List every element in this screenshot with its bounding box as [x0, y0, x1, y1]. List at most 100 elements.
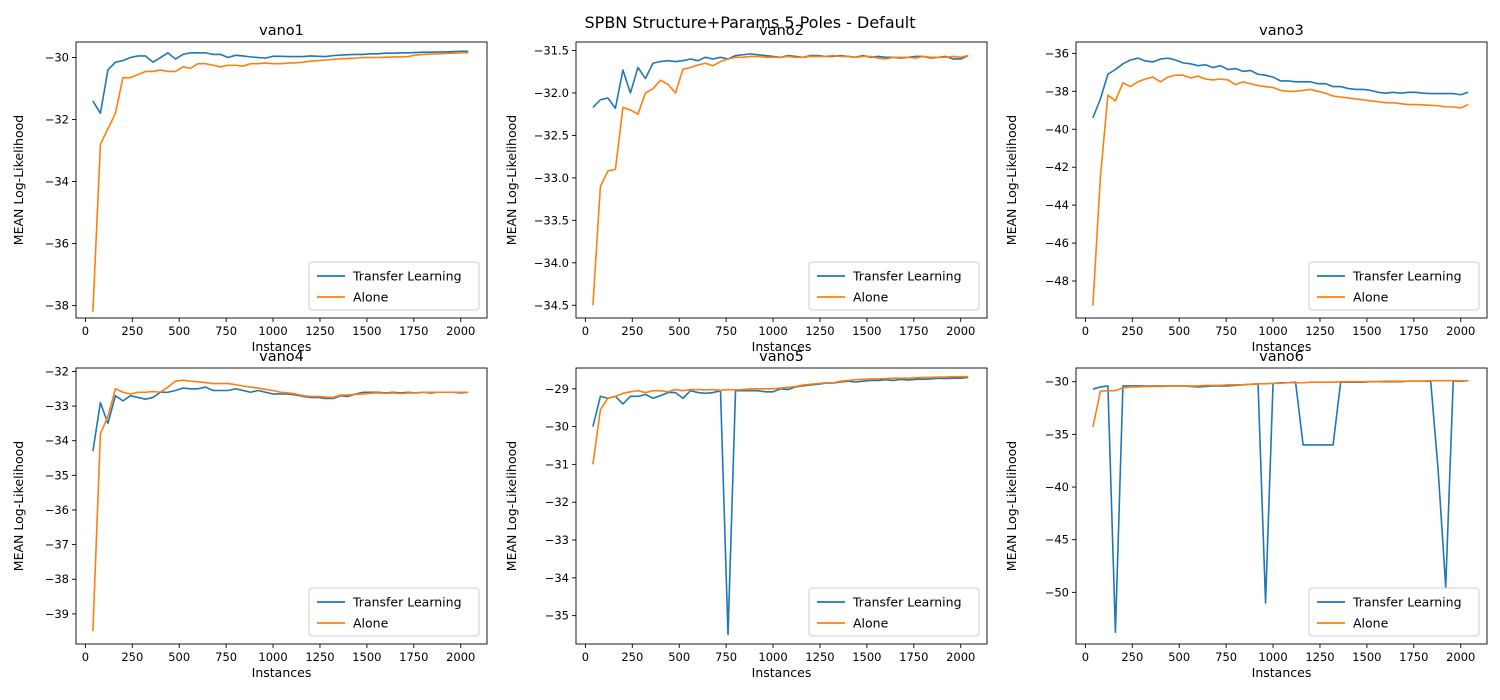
- x-tick-label: 1750: [1399, 324, 1428, 338]
- legend: Transfer Learning Alone: [808, 587, 980, 637]
- x-tick-label: 500: [668, 324, 690, 338]
- series-line-transfer-learning: [92, 50, 469, 115]
- y-tick-label: −30: [545, 420, 569, 434]
- x-tick-label: 1000: [1258, 650, 1287, 664]
- series-line-alone: [1092, 74, 1469, 306]
- y-axis-label: MEAN Log-Likelihood: [11, 115, 26, 245]
- x-tick-label: 1500: [1352, 324, 1381, 338]
- x-tick-label: 1250: [305, 650, 334, 664]
- y-tick-label: −33.5: [534, 213, 569, 227]
- legend-box: [308, 587, 480, 637]
- y-tick-label: −30: [45, 51, 69, 65]
- x-tick-label: 250: [621, 650, 643, 664]
- legend-label: Transfer Learning: [352, 269, 462, 284]
- y-axis-label: MEAN Log-Likelihood: [1004, 115, 1019, 245]
- x-tick-label: 1250: [805, 650, 834, 664]
- x-tick-label: 1750: [899, 324, 928, 338]
- legend-box: [808, 261, 980, 311]
- y-tick-label: −34.0: [534, 256, 569, 270]
- y-axis-label: MEAN Log-Likelihood: [1004, 441, 1019, 571]
- y-tick-label: −32: [45, 113, 69, 127]
- x-tick-label: 0: [1082, 650, 1089, 664]
- legend-label: Alone: [853, 290, 889, 305]
- x-tick-label: 0: [82, 324, 89, 338]
- y-tick-label: −35: [1045, 427, 1069, 441]
- x-tick-label: 500: [668, 650, 690, 664]
- x-tick-label: 1500: [852, 650, 881, 664]
- axes-frame: [575, 41, 988, 319]
- x-tick-label: 2000: [1446, 324, 1475, 338]
- y-tick-label: −42: [1045, 160, 1069, 174]
- y-tick-label: −44: [1045, 198, 1069, 212]
- y-axis-label: MEAN Log-Likelihood: [504, 441, 519, 571]
- y-tick-label: −32: [545, 495, 569, 509]
- legend-label: Transfer Learning: [852, 269, 962, 284]
- legend-box: [1308, 261, 1480, 311]
- legend: Transfer Learning Alone: [808, 261, 980, 311]
- subplot-title: vano3: [1259, 23, 1304, 39]
- x-tick-label: 250: [1121, 650, 1143, 664]
- series-line-transfer-learning: [1092, 57, 1469, 119]
- x-tick-label: 0: [82, 650, 89, 664]
- x-tick-label: 2000: [446, 650, 475, 664]
- axes-frame: [575, 367, 988, 645]
- y-tick-label: −34: [45, 175, 69, 189]
- x-tick-label: 1000: [758, 324, 787, 338]
- x-tick-label: 750: [1215, 650, 1237, 664]
- subplot-vano5: vano5 0 250 500 750 1000 1250 1500 1750 2000 −35 −3…: [504, 349, 988, 680]
- y-tick-label: −32.0: [534, 86, 569, 100]
- x-tick-label: 750: [215, 324, 237, 338]
- series-lines: [1092, 379, 1469, 634]
- x-tick-label: 1000: [758, 650, 787, 664]
- x-tick-label: 750: [715, 324, 737, 338]
- subplot-title: vano1: [259, 23, 304, 39]
- x-tick-label: 250: [621, 324, 643, 338]
- subplot-title: vano4: [259, 349, 304, 365]
- legend-label: Transfer Learning: [352, 595, 462, 610]
- axes-frame: [75, 367, 488, 645]
- x-tick-label: 1250: [805, 324, 834, 338]
- series-lines: [92, 379, 469, 632]
- y-tick-label: −33: [45, 399, 69, 413]
- y-tick-label: −45: [1045, 533, 1069, 547]
- axes-frame: [1075, 41, 1488, 319]
- y-axis-label: MEAN Log-Likelihood: [11, 441, 26, 571]
- x-tick-label: 250: [121, 650, 143, 664]
- y-tick-label: −39: [45, 607, 69, 621]
- y-tick-label: −33.0: [534, 171, 569, 185]
- y-tick-label: −38: [45, 572, 69, 586]
- x-tick-label: 2000: [946, 650, 975, 664]
- series-line-alone: [1092, 379, 1469, 428]
- x-tick-label: 750: [715, 650, 737, 664]
- x-tick-label: 500: [1168, 650, 1190, 664]
- y-tick-label: −31.5: [534, 43, 569, 57]
- x-tick-label: 1000: [258, 324, 287, 338]
- x-tick-label: 500: [168, 324, 190, 338]
- x-tick-label: 1250: [1305, 324, 1334, 338]
- figure-title: SPBN Structure+Params 5 Poles - Default: [585, 13, 916, 32]
- subplots-grid: vano1 0 250 500 750 1000 1250 1500 1750 2000 −38 −3…: [11, 23, 1488, 680]
- series-line-alone: [592, 54, 969, 306]
- x-axis-label: Instances: [252, 665, 312, 680]
- legend-box: [808, 587, 980, 637]
- legend-label: Alone: [1353, 290, 1389, 305]
- legend-label: Transfer Learning: [852, 595, 962, 610]
- x-axis-label: Instances: [1252, 665, 1312, 680]
- x-tick-label: 1500: [852, 324, 881, 338]
- y-tick-label: −40: [1045, 122, 1069, 136]
- legend: Transfer Learning Alone: [1308, 587, 1480, 637]
- y-tick-label: −29: [545, 382, 569, 396]
- y-tick-label: −30: [1045, 375, 1069, 389]
- y-tick-label: −36: [45, 237, 69, 251]
- x-tick-label: 1500: [352, 650, 381, 664]
- x-tick-label: 1500: [352, 324, 381, 338]
- legend-box: [308, 261, 480, 311]
- axes-frame: [75, 41, 488, 319]
- legend: Transfer Learning Alone: [308, 261, 480, 311]
- subplot-vano1: vano1 0 250 500 750 1000 1250 1500 1750 2000 −38 −3…: [11, 23, 488, 354]
- x-tick-label: 0: [582, 324, 589, 338]
- series-lines: [92, 50, 469, 312]
- y-tick-label: −34.5: [534, 298, 569, 312]
- legend: Transfer Learning Alone: [1308, 261, 1480, 311]
